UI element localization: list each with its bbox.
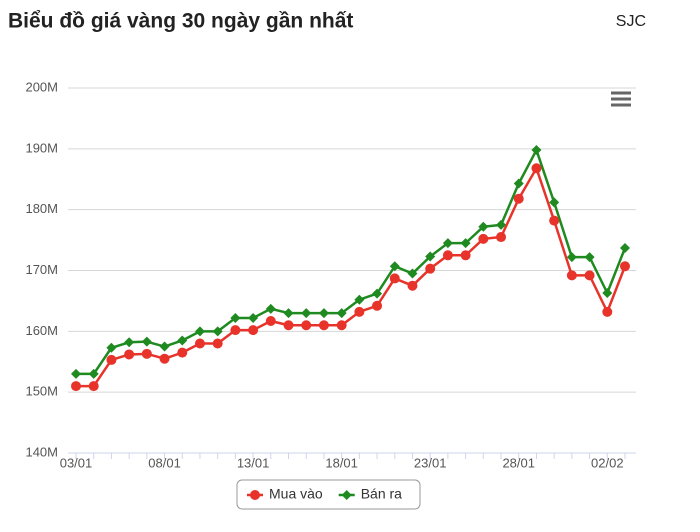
data-point [407, 268, 418, 279]
y-tick-label: 200M [25, 79, 58, 94]
data-point [177, 347, 188, 358]
legend-label: Mua vào [269, 486, 323, 502]
legend-marker [250, 490, 260, 500]
data-point [460, 250, 471, 261]
data-point [425, 251, 436, 262]
y-tick-label: 150M [25, 384, 58, 399]
data-point [159, 353, 170, 364]
y-tick-label: 160M [25, 323, 58, 338]
x-tick-label: 23/01 [414, 455, 447, 470]
data-point [212, 326, 223, 337]
data-point [496, 219, 507, 230]
data-point [177, 335, 188, 346]
data-point [354, 306, 365, 317]
x-tick-label: 03/01 [60, 455, 93, 470]
data-point [407, 280, 418, 291]
data-point [141, 348, 152, 359]
data-point [336, 308, 347, 319]
data-point [566, 252, 577, 263]
data-point [478, 221, 489, 232]
data-point [584, 270, 595, 281]
menu-button[interactable] [610, 90, 632, 108]
x-tick-label: 28/01 [502, 455, 535, 470]
chart-subtitle: SJC [616, 13, 646, 30]
data-point [442, 250, 453, 261]
data-point [212, 338, 223, 349]
data-point [602, 288, 613, 299]
data-point [283, 320, 294, 331]
data-point [265, 303, 276, 314]
x-tick-label: 18/01 [325, 455, 358, 470]
data-point [389, 261, 400, 272]
data-point [106, 354, 117, 365]
legend-box [236, 479, 421, 510]
data-point [124, 349, 135, 360]
data-point [620, 261, 630, 272]
legend-marker [341, 490, 352, 500]
data-point [584, 252, 595, 263]
data-point [301, 320, 312, 331]
data-point [460, 238, 471, 249]
data-point [602, 306, 613, 317]
data-point [620, 242, 630, 253]
data-point [265, 315, 276, 326]
data-point [283, 308, 294, 319]
data-point [531, 145, 542, 156]
data-point [389, 273, 400, 284]
data-point [566, 270, 577, 281]
legend-item[interactable]: Mua vào [247, 486, 323, 502]
data-point [194, 326, 205, 337]
data-point [496, 232, 507, 243]
chart-title: Biểu đồ giá vàng 30 ngày gần nhất [8, 10, 353, 33]
data-point [194, 338, 205, 349]
data-point [88, 381, 99, 392]
data-point [549, 215, 560, 226]
y-tick-label: 170M [25, 262, 58, 277]
data-point [230, 312, 241, 323]
data-point [513, 178, 524, 189]
data-point [124, 337, 135, 348]
data-point [248, 325, 259, 336]
data-point [372, 288, 383, 299]
data-point [336, 320, 347, 331]
data-point [425, 263, 436, 274]
data-point [141, 336, 152, 347]
x-tick-label: 02/02 [591, 455, 624, 470]
y-tick-label: 180M [25, 201, 58, 216]
legend-label: Bán ra [361, 486, 402, 502]
data-point [71, 368, 81, 379]
x-tick-label: 13/01 [237, 455, 270, 470]
data-point [531, 163, 542, 174]
data-point [159, 341, 170, 352]
series-line [76, 167, 627, 388]
data-point [354, 294, 365, 305]
y-tick-label: 190M [25, 140, 58, 155]
x-tick-label: 08/01 [148, 455, 181, 470]
data-point [478, 233, 489, 244]
data-point [301, 308, 312, 319]
data-point [318, 308, 329, 319]
legend-item[interactable]: Bán ra [338, 486, 402, 502]
data-point [88, 368, 99, 379]
data-point [248, 312, 259, 323]
data-point [230, 325, 241, 336]
y-tick-label: 140M [25, 444, 58, 459]
data-point [71, 381, 81, 392]
data-point [106, 342, 117, 353]
data-point [372, 300, 383, 311]
data-point [442, 238, 453, 249]
data-point [318, 320, 329, 331]
data-point [549, 197, 560, 208]
data-point [513, 193, 524, 204]
